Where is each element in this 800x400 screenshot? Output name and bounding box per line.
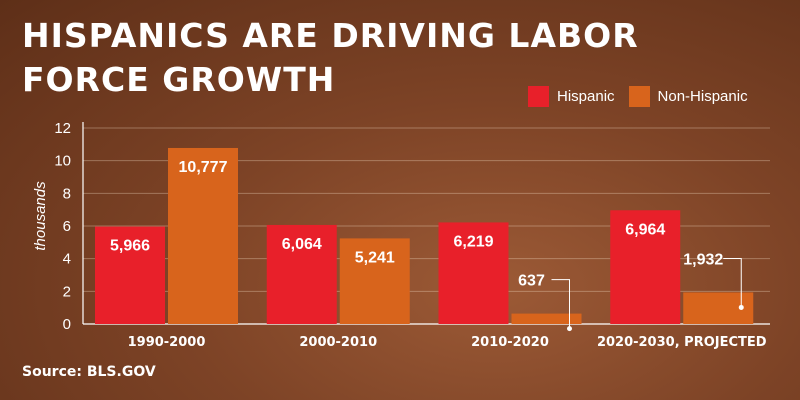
x-category-label-1: 2000-2010	[299, 335, 377, 350]
y-tick-label-6: 6	[63, 218, 71, 235]
legend-label-hispanic: Hispanic	[557, 88, 615, 105]
data-label-leader-2	[551, 279, 570, 328]
bar-hispanic-2	[438, 222, 509, 324]
y-tick-label-2: 2	[63, 283, 71, 300]
data-label-non-hispanic-3: 1,932	[683, 251, 723, 268]
data-label-leader-3	[723, 257, 742, 307]
data-label-leader-dot-3	[738, 304, 744, 310]
bar-hispanic-0	[95, 226, 165, 324]
data-label-hispanic-1: 6,064	[282, 236, 322, 253]
bar-hispanic-1	[266, 224, 337, 324]
legend-label-non-hispanic: Non-Hispanic	[657, 88, 748, 105]
legend-swatch-non-hispanic	[628, 86, 650, 107]
data-label-hispanic-2: 6,219	[453, 233, 493, 250]
y-tick-label-0: 0	[63, 316, 71, 333]
x-category-label-3: 2020-2030, PROJECTED	[597, 335, 767, 350]
y-tick-label-10: 10	[54, 153, 71, 170]
legend-item-non-hispanic: Non-Hispanic	[628, 86, 748, 107]
legend-swatch-hispanic	[528, 86, 549, 107]
legend: Hispanic Non-Hispanic	[528, 86, 762, 107]
y-tick-label-12: 12	[54, 120, 71, 137]
bar-non-hispanic-2	[511, 313, 582, 324]
y-tick-label-4: 4	[63, 251, 71, 268]
bar-non-hispanic-1	[339, 238, 410, 324]
data-label-hispanic-3: 6,964	[625, 221, 665, 238]
bar-hispanic-3	[610, 210, 681, 324]
source-note: Source: BLS.GOV	[22, 364, 156, 380]
y-axis-label: thousands	[32, 181, 49, 251]
data-label-non-hispanic-2: 637	[518, 273, 545, 290]
chart-title: HISPANICS ARE DRIVING LABOR FORCE GROWTH	[22, 16, 639, 99]
y-tick-label-8: 8	[63, 185, 71, 202]
data-label-non-hispanic-0: 10,777	[179, 159, 228, 176]
x-category-label-0: 1990-2000	[128, 335, 206, 350]
data-label-hispanic-0: 5,966	[110, 238, 150, 255]
data-label-leader-dot-2	[567, 326, 572, 332]
data-label-non-hispanic-1: 5,241	[355, 249, 395, 266]
legend-item-hispanic: Hispanic	[528, 86, 615, 107]
bar-non-hispanic-0	[168, 147, 238, 324]
x-category-label-2: 2010-2020	[471, 335, 549, 350]
